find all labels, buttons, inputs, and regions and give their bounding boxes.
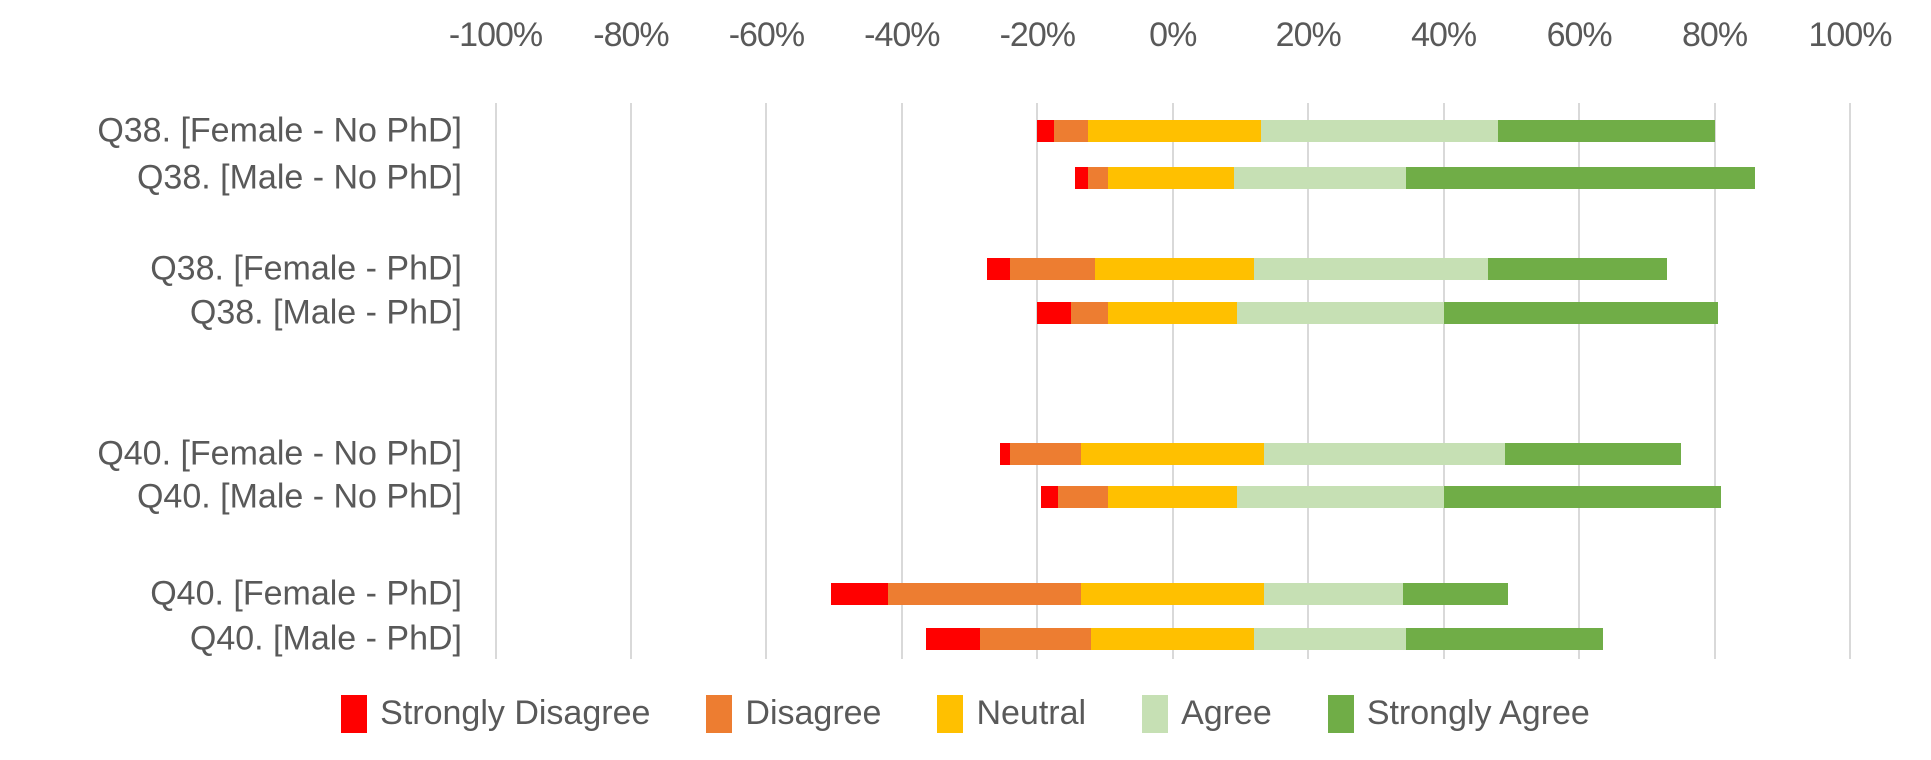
bar-segment-strongly-disagree xyxy=(1074,167,1089,189)
bar-segment-disagree xyxy=(1071,302,1109,324)
bar-segment-neutral xyxy=(1108,486,1238,508)
legend-label: Strongly Agree xyxy=(1366,694,1590,732)
legend-item: Strongly Agree xyxy=(1327,694,1590,733)
legend-label: Agree xyxy=(1181,694,1272,732)
bar-segment-strongly-disagree xyxy=(830,583,889,605)
bar-segment-disagree xyxy=(1054,120,1089,142)
bar-segment-neutral xyxy=(1088,120,1261,142)
bar-segment-disagree xyxy=(1010,443,1082,465)
category-label: Q38. [Female - PhD] xyxy=(150,249,462,288)
legend-item: Agree xyxy=(1142,694,1272,733)
x-axis-tick-label: 20% xyxy=(1275,16,1342,54)
category-label: Q40. [Male - No PhD] xyxy=(136,477,462,516)
bar-segment-strongly-agree xyxy=(1406,628,1603,650)
legend-item: Neutral xyxy=(937,694,1086,733)
category-label: Q38. [Male - PhD] xyxy=(189,293,462,332)
bar-segment-strongly-disagree xyxy=(1037,302,1072,324)
gridline xyxy=(1713,103,1716,659)
bar-segment-disagree xyxy=(1088,167,1109,189)
x-axis-tick-label: 100% xyxy=(1808,16,1893,54)
x-axis-tick-label: -60% xyxy=(728,16,805,54)
gridline xyxy=(1578,103,1581,659)
bar-segment-neutral xyxy=(1094,258,1254,280)
gridline xyxy=(1442,103,1445,659)
bar-segment-agree xyxy=(1254,258,1488,280)
x-axis-tick-label: -80% xyxy=(593,16,669,54)
legend-swatch-icon xyxy=(706,694,733,733)
gridline xyxy=(765,103,768,659)
legend-swatch-icon xyxy=(1327,694,1354,733)
bar-segment-disagree xyxy=(1057,486,1109,508)
legend-swatch-icon xyxy=(1142,694,1169,733)
x-axis-tick-label: -100% xyxy=(448,16,543,54)
bar-segment-strongly-disagree xyxy=(986,258,1011,280)
category-label: Q38. [Male - No PhD] xyxy=(136,158,462,197)
bar-segment-neutral xyxy=(1091,628,1254,650)
x-axis-tick-label: 60% xyxy=(1546,16,1613,54)
bar-segment-agree xyxy=(1237,302,1444,324)
bar-segment-neutral xyxy=(1108,302,1238,324)
bar-segment-disagree xyxy=(1010,258,1095,280)
gridline xyxy=(900,103,903,659)
bar-segment-strongly-disagree xyxy=(925,628,980,650)
bar-segment-neutral xyxy=(1081,583,1265,605)
x-axis-tick-label: 0% xyxy=(1149,16,1197,54)
bar-segment-strongly-disagree xyxy=(1000,443,1011,465)
bar-segment-strongly-agree xyxy=(1497,120,1715,142)
gridline xyxy=(1307,103,1310,659)
x-axis-tick-label: -20% xyxy=(999,16,1076,54)
bar-segment-agree xyxy=(1264,443,1505,465)
gridline xyxy=(1036,103,1039,659)
bar-segment-agree xyxy=(1260,120,1498,142)
legend-label: Neutral xyxy=(976,694,1087,732)
category-label: Q38. [Female - No PhD] xyxy=(97,111,462,150)
legend-item: Disagree xyxy=(706,694,881,733)
legend-swatch-icon xyxy=(937,694,964,733)
bar-segment-agree xyxy=(1233,167,1407,189)
category-label: Q40. [Female - No PhD] xyxy=(97,434,462,473)
gridline xyxy=(629,103,632,659)
bar-segment-strongly-disagree xyxy=(1040,486,1058,508)
bar-segment-strongly-disagree xyxy=(1037,120,1055,142)
category-label: Q40. [Female - PhD] xyxy=(150,574,462,613)
bar-segment-agree xyxy=(1254,628,1407,650)
legend-swatch-icon xyxy=(341,694,368,733)
bar-segment-disagree xyxy=(979,628,1092,650)
bar-segment-strongly-agree xyxy=(1443,302,1718,324)
bar-segment-strongly-agree xyxy=(1504,443,1681,465)
bar-segment-agree xyxy=(1237,486,1444,508)
x-axis-tick-label: 40% xyxy=(1411,16,1477,54)
bar-segment-strongly-agree xyxy=(1403,583,1508,605)
legend: Strongly Disagree Disagree Neutral Agree Str… xyxy=(0,694,1931,733)
gridline xyxy=(1171,103,1174,659)
bar-segment-neutral xyxy=(1108,167,1234,189)
bar-segment-disagree xyxy=(888,583,1082,605)
legend-label: Strongly Disagree xyxy=(380,694,651,732)
bar-segment-neutral xyxy=(1081,443,1265,465)
category-label: Q40. [Male - PhD] xyxy=(189,619,462,658)
gridline xyxy=(1849,103,1851,659)
legend-label: Disagree xyxy=(745,694,882,732)
x-axis-tick-label: -40% xyxy=(864,16,940,54)
bar-segment-strongly-agree xyxy=(1406,167,1756,189)
gridline xyxy=(494,103,497,659)
x-axis-tick-label: 80% xyxy=(1682,16,1748,54)
bar-segment-strongly-agree xyxy=(1487,258,1668,280)
legend-item: Strongly Disagree xyxy=(341,694,650,733)
bar-segment-strongly-agree xyxy=(1443,486,1722,508)
bar-segment-agree xyxy=(1264,583,1403,605)
